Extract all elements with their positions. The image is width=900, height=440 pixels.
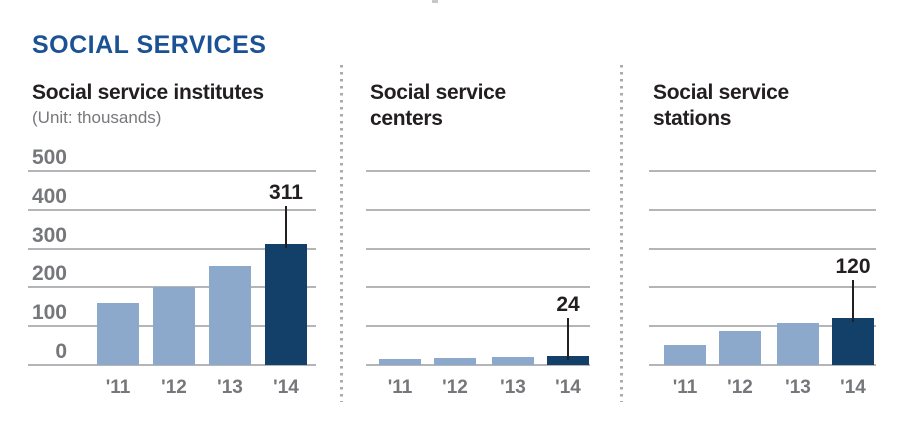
bar-12	[434, 358, 476, 365]
panel-divider-dotted	[340, 65, 343, 402]
gridline-400	[366, 208, 590, 211]
gridline-500	[28, 170, 316, 172]
chart-social-service-institutes: 0 100 200 300 400 500 '11 '12 '13 '14 311	[28, 146, 316, 410]
gridline-0	[28, 364, 316, 366]
page-title: SOCIAL SERVICES	[32, 31, 267, 59]
ytick-label-0: 0	[55, 340, 67, 363]
panel-title-line-1: Social service institutes	[32, 81, 264, 104]
ytick-label-100: 100	[31, 301, 67, 325]
value-label-311: 311	[269, 181, 303, 204]
gridline-400	[28, 208, 316, 211]
chart-social-service-centers: '11 '12 '13 '14 24	[366, 150, 590, 410]
bar-13	[777, 323, 819, 365]
panel-social-service-centers: Social service centers '11 '12 '13 '14 24	[366, 80, 590, 398]
xtick-label-11: '11	[672, 377, 698, 398]
gridline-500	[649, 170, 876, 172]
bar-11	[379, 359, 421, 365]
bar-12	[153, 287, 195, 365]
xtick-label-14: '14	[555, 377, 581, 398]
ytick-label-200: 200	[31, 262, 67, 286]
value-callout-line	[567, 318, 569, 360]
bar-13	[209, 266, 251, 365]
gridline-0	[649, 364, 876, 366]
ytick-label-500: 500	[31, 146, 67, 169]
panel-title-line-1: Social service	[370, 81, 506, 104]
bar-12	[719, 331, 761, 365]
xtick-label-13: '13	[500, 377, 526, 398]
gridline-300	[366, 247, 590, 250]
value-callout-line	[285, 206, 287, 248]
unit-label: (Unit: thousands)	[32, 108, 162, 127]
bar-11	[664, 345, 706, 365]
panel-title: Social service institutes	[32, 80, 318, 106]
bar-14	[832, 318, 874, 365]
panel-title-line-2: stations	[653, 107, 732, 130]
gridline-300	[28, 247, 316, 250]
value-callout-line	[852, 280, 854, 322]
gridline-200	[366, 286, 590, 289]
value-label-120: 120	[835, 255, 871, 278]
bar-14	[265, 244, 307, 365]
panel-title: Social service stations	[653, 80, 876, 132]
panel-social-service-stations: Social service stations '11 '12 '13 '14 120	[649, 80, 876, 398]
gridline-100	[649, 325, 876, 328]
xtick-label-14: '14	[273, 377, 299, 398]
bar-14	[547, 356, 589, 365]
panel-social-service-institutes: Social service institutes (Unit: thousan…	[28, 80, 318, 398]
value-label-24: 24	[556, 293, 580, 316]
bar-11	[97, 303, 139, 365]
panel-divider-dotted	[620, 65, 623, 402]
gridline-300	[649, 247, 876, 250]
xtick-label-11: '11	[387, 377, 413, 398]
bar-13	[492, 357, 534, 365]
ytick-label-300: 300	[31, 223, 67, 247]
xtick-label-14: '14	[840, 377, 866, 398]
xtick-label-12: '12	[161, 377, 187, 398]
gridline-400	[649, 208, 876, 211]
ytick-label-400: 400	[31, 184, 67, 208]
panel-title-line-2: centers	[370, 107, 443, 130]
xtick-label-12: '12	[727, 377, 753, 398]
panel-title: Social service centers	[370, 80, 590, 132]
gridline-200	[649, 286, 876, 289]
chart-social-service-stations: '11 '12 '13 '14 120	[649, 150, 876, 410]
xtick-label-13: '13	[217, 377, 243, 398]
xtick-label-12: '12	[442, 377, 468, 398]
xtick-label-13: '13	[785, 377, 811, 398]
gridline-100	[366, 325, 590, 328]
panel-title-line-1: Social service	[653, 81, 789, 104]
gridline-0	[366, 364, 590, 366]
xtick-label-11: '11	[105, 377, 131, 398]
gridline-500	[366, 170, 590, 172]
crop-artifact-dash	[432, 0, 438, 3]
